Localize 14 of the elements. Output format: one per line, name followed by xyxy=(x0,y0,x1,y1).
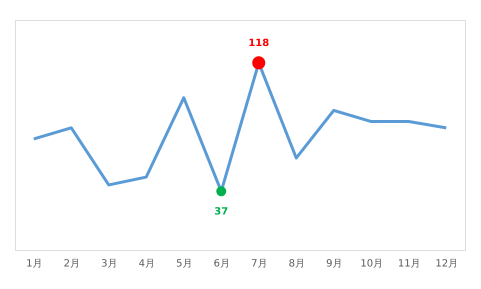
x-tick-label: 11月 xyxy=(398,258,421,270)
data-label: 118 xyxy=(248,38,270,49)
x-tick-label: 3月 xyxy=(101,258,118,270)
x-tick-label: 5月 xyxy=(176,258,192,270)
x-tick-label: 1月 xyxy=(26,258,42,270)
x-tick-label: 8月 xyxy=(288,258,305,270)
x-tick-label: 2月 xyxy=(64,258,80,270)
x-tick-label: 6月 xyxy=(214,258,230,270)
data-label: 37 xyxy=(214,206,228,218)
x-tick-label: 7月 xyxy=(251,258,268,270)
x-tick-label: 10月 xyxy=(360,258,384,270)
x-tick-label: 9月 xyxy=(326,258,342,270)
x-tick-label: 4月 xyxy=(138,258,155,270)
x-tick-label: 12月 xyxy=(435,258,458,270)
